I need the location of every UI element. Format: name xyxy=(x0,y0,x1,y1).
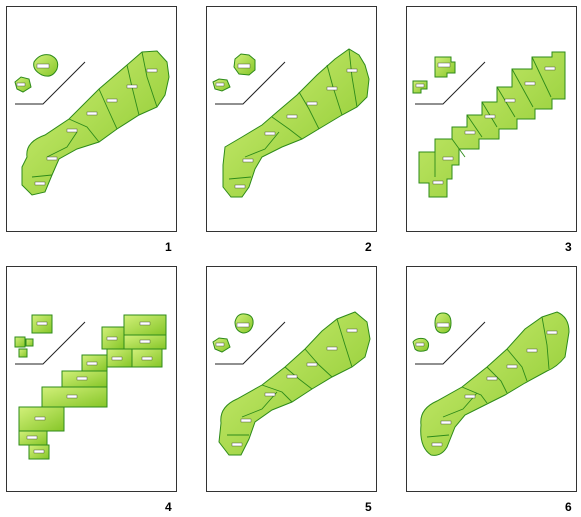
panel-number: 5 xyxy=(365,500,372,514)
map-panel-3: 3 xyxy=(406,6,577,254)
map-panel-5: 5 xyxy=(206,266,377,514)
map-panel-2: 2 xyxy=(206,6,377,254)
map-rectangles xyxy=(14,314,167,460)
map-rounded xyxy=(412,311,570,456)
panel-number: 2 xyxy=(365,240,372,254)
map-panel-4: 4 xyxy=(6,266,177,514)
map-smooth xyxy=(212,311,371,456)
map-blocky xyxy=(412,51,566,198)
map-jagged xyxy=(212,48,370,198)
panel-number: 1 xyxy=(165,240,172,254)
map-panel-6: 6 xyxy=(406,266,577,514)
map-smooth xyxy=(14,50,170,196)
panel-number: 4 xyxy=(165,500,172,514)
panel-number: 3 xyxy=(565,240,572,254)
panel-number: 6 xyxy=(565,500,572,514)
map-panel-1: 1 xyxy=(6,6,177,254)
